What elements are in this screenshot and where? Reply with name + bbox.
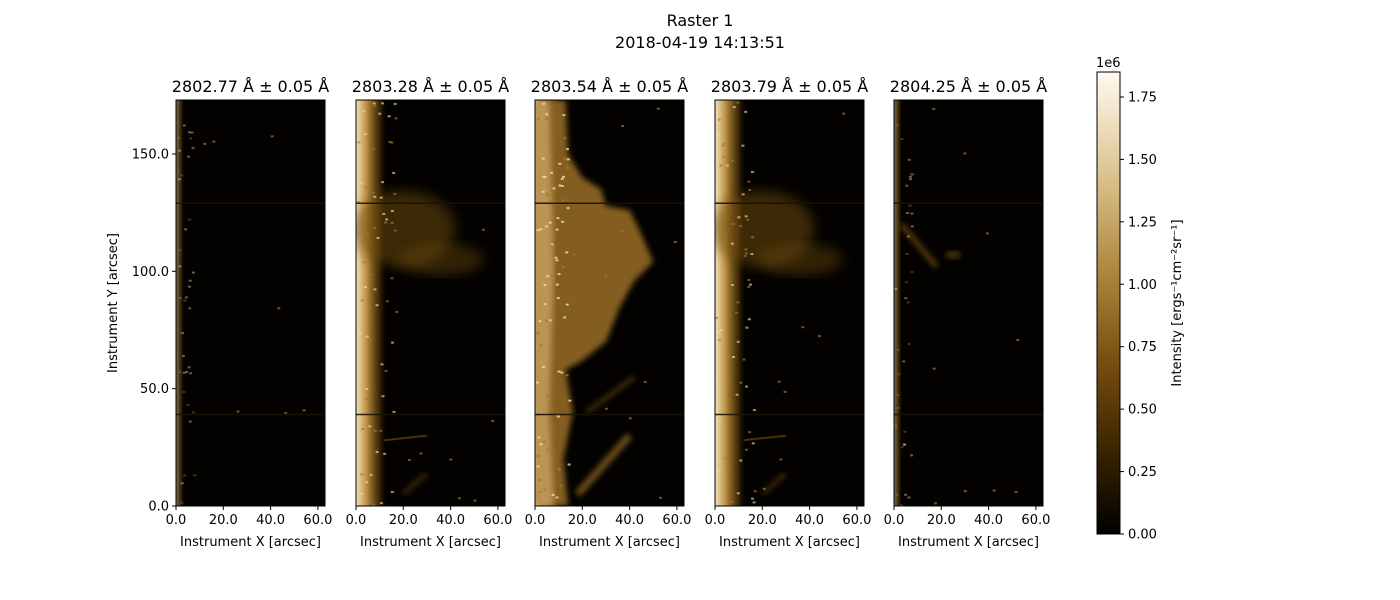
panel-frame <box>714 99 865 507</box>
panel-title: 2803.28 Å ± 0.05 Å <box>352 77 509 96</box>
x-tick-label: 0.0 <box>166 513 187 528</box>
panel-frame <box>534 99 685 507</box>
x-axis-label: Instrument X [arcsec] <box>898 535 1039 550</box>
x-axis-label: Instrument X [arcsec] <box>719 535 860 550</box>
x-tick-label: 20.0 <box>748 513 777 528</box>
x-tick-label: 40.0 <box>974 513 1003 528</box>
x-axis-label: Instrument X [arcsec] <box>180 535 321 550</box>
x-tick-label: 40.0 <box>795 513 824 528</box>
colorbar-tick-label: 0.25 <box>1128 465 1157 480</box>
colorbar: 1e6 0.00 0.25 0.50 0.75 1.00 1.25 1.50 1.75 Int… <box>1096 56 1185 543</box>
colorbar-tick-label: 0.00 <box>1128 528 1157 543</box>
panel-title: 2802.77 Å ± 0.05 Å <box>172 77 329 96</box>
raster-panel: 2802.77 Å ± 0.05 Å 0.0 20.0 40.0 60.0 Instrum… <box>106 77 332 550</box>
raster-panel: 2804.25 Å ± 0.05 Å 0.0 20.0 40.0 60.0 Instrum… <box>884 77 1051 550</box>
raster-panels: 2802.77 Å ± 0.05 Å 0.0 20.0 40.0 60.0 Instrum… <box>106 77 1050 550</box>
x-tick-label: 40.0 <box>436 513 465 528</box>
panel-title: 2803.79 Å ± 0.05 Å <box>711 77 868 96</box>
x-tick-label: 20.0 <box>927 513 956 528</box>
x-tick-label: 40.0 <box>256 513 285 528</box>
colorbar-tick-label: 1.00 <box>1128 278 1157 293</box>
x-tick-label: 60.0 <box>1021 513 1050 528</box>
x-tick-label: 0.0 <box>346 513 367 528</box>
x-tick-label: 60.0 <box>303 513 332 528</box>
colorbar-tick-label: 1.25 <box>1128 215 1157 230</box>
colorbar-ticks: 0.00 0.25 0.50 0.75 1.00 1.25 1.50 1.75 <box>1120 90 1157 543</box>
raster-image <box>715 100 864 506</box>
y-tick-label: 50.0 <box>140 382 169 397</box>
raster-image <box>894 100 1043 506</box>
colorbar-label: Intensity [ergs⁻¹cm⁻²sr⁻¹] <box>1170 219 1185 386</box>
y-tick-label: 0.0 <box>148 500 169 515</box>
y-tick-label: 150.0 <box>132 147 169 162</box>
x-tick-label: 60.0 <box>662 513 691 528</box>
y-tick-label: 100.0 <box>132 265 169 280</box>
raster-panel: 2803.28 Å ± 0.05 Å 0.0 20.0 40.0 60.0 Instrum… <box>346 77 513 550</box>
colorbar-offset-text: 1e6 <box>1096 56 1121 71</box>
raster-image <box>356 100 505 506</box>
colorbar-tick-label: 1.75 <box>1128 90 1157 105</box>
x-tick-label: 0.0 <box>884 513 905 528</box>
x-axis-label: Instrument X [arcsec] <box>539 535 680 550</box>
x-tick-label: 60.0 <box>483 513 512 528</box>
figure-subtitle: 2018-04-19 14:13:51 <box>615 33 785 52</box>
raster-image <box>176 100 325 506</box>
y-axis-label: Instrument Y [arcsec] <box>106 233 121 373</box>
raster-panel: 2803.79 Å ± 0.05 Å 0.0 20.0 40.0 60.0 Instrum… <box>705 77 872 550</box>
x-tick-label: 20.0 <box>568 513 597 528</box>
panel-frame <box>175 99 326 507</box>
x-tick-label: 20.0 <box>389 513 418 528</box>
colorbar-gradient <box>1096 71 1121 535</box>
raster-image <box>535 100 684 506</box>
x-tick-label: 20.0 <box>209 513 238 528</box>
colorbar-tick-label: 1.50 <box>1128 153 1157 168</box>
x-tick-label: 40.0 <box>615 513 644 528</box>
x-tick-label: 0.0 <box>525 513 546 528</box>
colorbar-tick-label: 0.75 <box>1128 340 1157 355</box>
panel-frame <box>355 99 506 507</box>
x-tick-label: 0.0 <box>705 513 726 528</box>
x-tick-label: 60.0 <box>842 513 871 528</box>
panel-title: 2804.25 Å ± 0.05 Å <box>890 77 1047 96</box>
panel-frame <box>893 99 1044 507</box>
panel-title: 2803.54 Å ± 0.05 Å <box>531 77 688 96</box>
x-axis-label: Instrument X [arcsec] <box>360 535 501 550</box>
colorbar-tick-label: 0.50 <box>1128 403 1157 418</box>
figure-title: Raster 1 <box>667 11 734 30</box>
raster-panel: 2803.54 Å ± 0.05 Å 0.0 20.0 40.0 60.0 Instrum… <box>525 77 692 550</box>
